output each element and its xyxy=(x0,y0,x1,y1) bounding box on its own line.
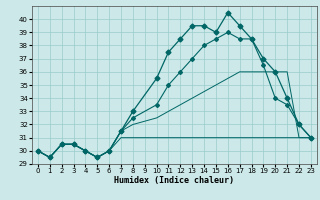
X-axis label: Humidex (Indice chaleur): Humidex (Indice chaleur) xyxy=(115,176,234,185)
